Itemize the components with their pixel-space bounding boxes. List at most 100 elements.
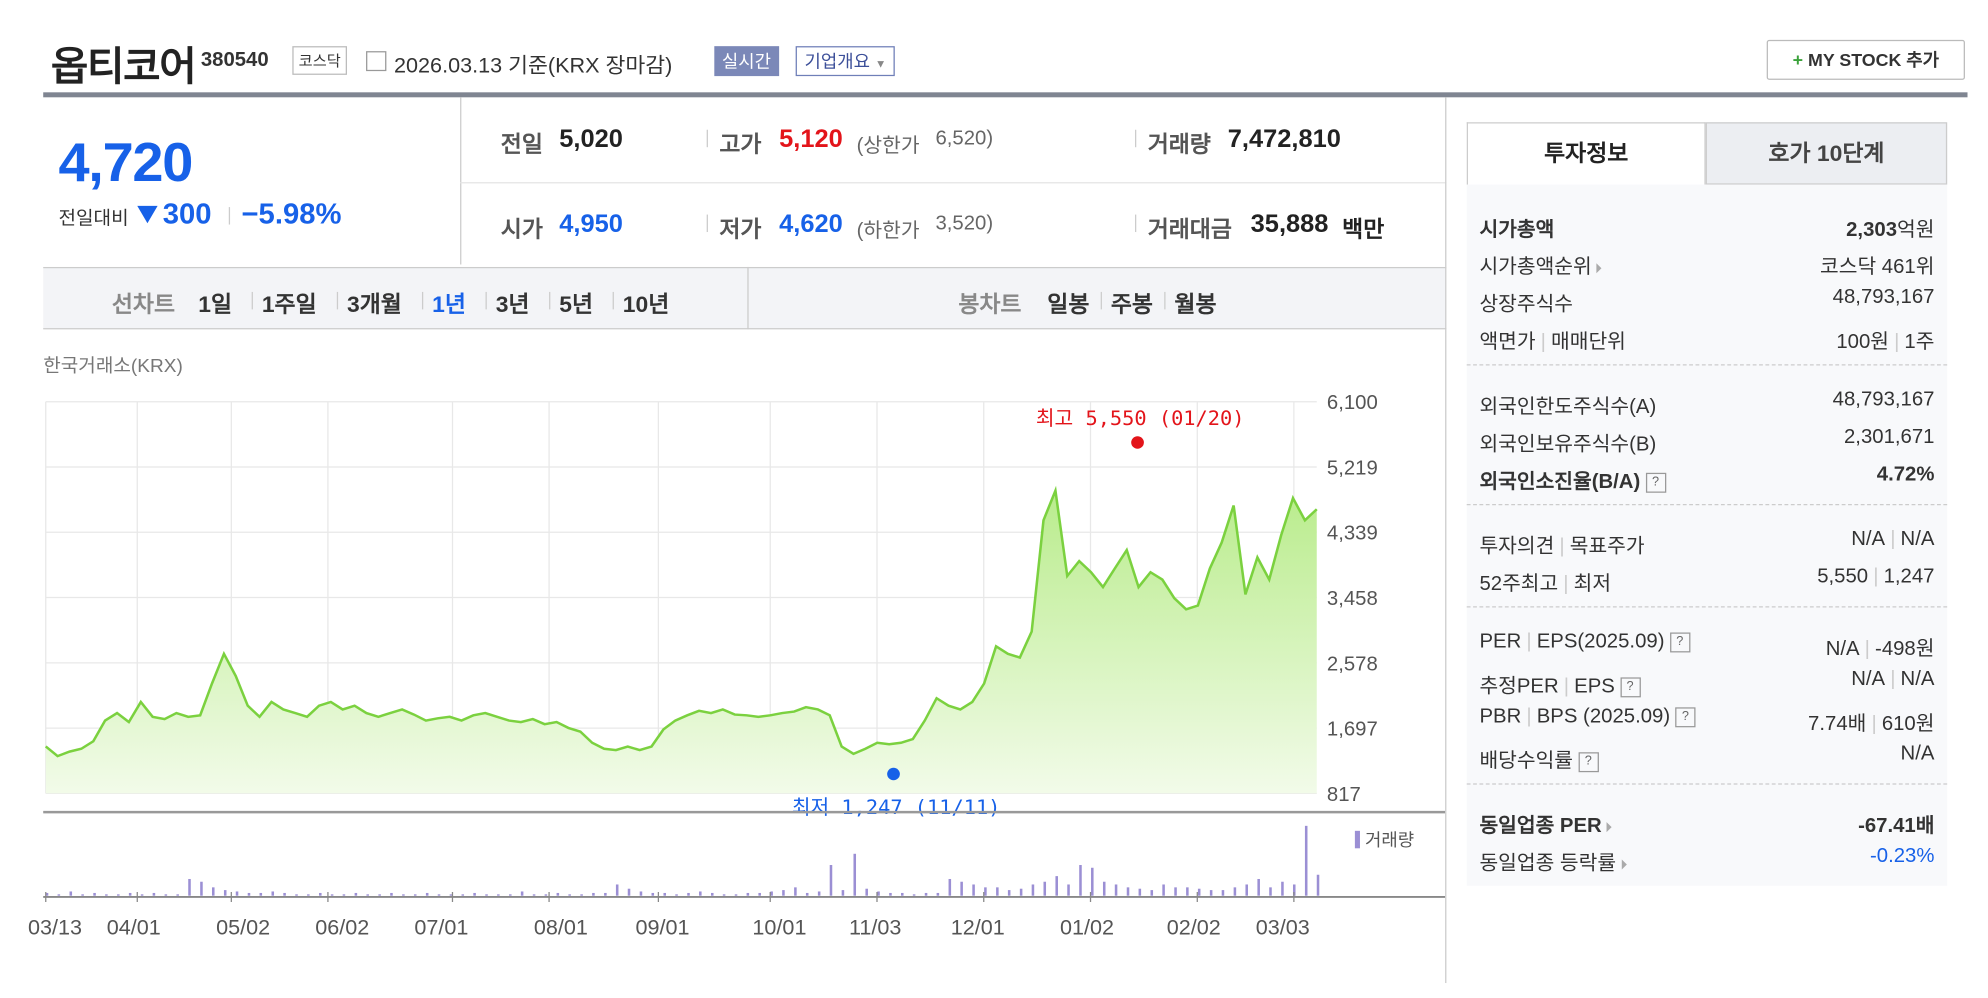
company-overview-dropdown[interactable]: 기업개요 ▼ bbox=[795, 46, 896, 77]
help-icon[interactable]: ? bbox=[1645, 472, 1666, 493]
volume-bar bbox=[699, 891, 702, 896]
market-cap-rank-value: 코스닥 461위 bbox=[1820, 256, 1935, 279]
help-icon[interactable]: ? bbox=[1675, 707, 1696, 728]
invest-panel-body bbox=[1466, 184, 1948, 886]
calendar-icon bbox=[366, 51, 387, 72]
foreign-hold-label: 외국인보유주식수(B) bbox=[1479, 434, 1657, 456]
plus-icon: + bbox=[1792, 49, 1804, 70]
tab-hoga-10[interactable]: 호가 10단계 bbox=[1705, 122, 1948, 185]
volume-bar bbox=[81, 894, 84, 896]
est-eps-label: EPS bbox=[1574, 676, 1615, 698]
volume-bar bbox=[235, 891, 239, 896]
tab-period-6[interactable]: 10년 bbox=[622, 291, 670, 317]
opinion-label: 투자의견 bbox=[1479, 536, 1555, 558]
chart-tab-bar bbox=[43, 266, 1447, 330]
volume-bar bbox=[1055, 876, 1058, 896]
help-icon[interactable]: ? bbox=[1669, 632, 1690, 653]
volume-bar bbox=[1126, 887, 1130, 896]
volume-bar bbox=[853, 853, 857, 896]
volume-bar bbox=[580, 894, 583, 896]
volume-bar bbox=[639, 891, 643, 896]
change-percent: −5.98% bbox=[241, 197, 342, 230]
volume-bar bbox=[307, 894, 310, 896]
volume-bar bbox=[924, 892, 928, 896]
add-mystock-button[interactable]: + MY STOCK 추가 bbox=[1766, 39, 1965, 80]
volume-bar bbox=[1197, 888, 1201, 896]
y-tick-label: 6,100 bbox=[1327, 392, 1378, 414]
volume-bar bbox=[449, 894, 453, 896]
add-mystock-label: MY STOCK 추가 bbox=[1808, 49, 1939, 70]
tab-candle-1[interactable]: 주봉 bbox=[1110, 291, 1153, 317]
w52-value: 5,550 | 1,247 bbox=[1817, 566, 1935, 588]
foreign-ratio-value: 4.72% bbox=[1876, 464, 1935, 486]
price-line bbox=[44, 485, 1318, 758]
eps-label: EPS(2025.09) bbox=[1536, 631, 1665, 653]
volume-bar bbox=[960, 881, 963, 896]
divider bbox=[706, 129, 708, 148]
tab-period-1[interactable]: 1주일 bbox=[261, 291, 317, 317]
foreign-limit-value: 48,793,167 bbox=[1832, 389, 1935, 411]
volume-bar bbox=[117, 894, 120, 896]
est-per-eps-value: N/A | N/A bbox=[1851, 668, 1935, 690]
divider bbox=[485, 291, 487, 310]
volume-bar bbox=[604, 892, 607, 896]
pbr-bps-value: 7.74배 | 610원 bbox=[1808, 713, 1935, 735]
volume-bar bbox=[57, 894, 61, 896]
tab-candle-0[interactable]: 일봉 bbox=[1047, 291, 1090, 317]
line-chart-label: 선차트 bbox=[111, 291, 176, 317]
tab-period-2[interactable]: 3개월 bbox=[346, 291, 402, 317]
volume-bar bbox=[948, 878, 952, 896]
x-tick-label: 11/03 bbox=[849, 916, 901, 940]
volume-bar bbox=[1007, 890, 1011, 896]
volume-bar bbox=[212, 887, 215, 896]
dividend-value: N/A bbox=[1900, 743, 1935, 765]
tab-period-3[interactable]: 1년 bbox=[432, 291, 466, 317]
market-cap-value: 2,303억원 bbox=[1846, 219, 1935, 241]
volume-bar bbox=[1031, 884, 1035, 896]
price-area bbox=[45, 490, 1317, 794]
volume-bar bbox=[1281, 881, 1284, 896]
divider bbox=[251, 291, 253, 310]
tab-candle-2[interactable]: 월봉 bbox=[1174, 291, 1217, 317]
volume-value: 7,472,810 bbox=[1227, 125, 1341, 154]
industry-per-label[interactable]: 동일업종 PER bbox=[1479, 815, 1602, 838]
price-chart: 6,100 5,219 4,339 3,458 2,578 1,697 817 최고 5,55… bbox=[28, 392, 1446, 940]
volume-bar bbox=[889, 892, 892, 896]
live-button[interactable]: 실시간 bbox=[714, 46, 779, 77]
max-label: 최고 5,550 (01/20) bbox=[1036, 406, 1245, 430]
tab-period-5[interactable]: 5년 bbox=[559, 291, 594, 317]
min-marker bbox=[887, 767, 900, 781]
lower-limit-label: (하한가 bbox=[856, 220, 920, 243]
volume-bar bbox=[1150, 890, 1154, 896]
pbr-label: PBR bbox=[1479, 706, 1522, 728]
help-icon[interactable]: ? bbox=[1578, 751, 1599, 772]
foreign-hold-value: 2,301,671 bbox=[1843, 426, 1935, 448]
divider bbox=[1466, 364, 1948, 366]
tab-period-4[interactable]: 3년 bbox=[495, 291, 530, 317]
volume-bar bbox=[509, 894, 512, 896]
volume-bar bbox=[687, 892, 690, 896]
tab-invest-info[interactable]: 투자정보 bbox=[1466, 122, 1706, 185]
volume-bar bbox=[1257, 878, 1260, 896]
down-triangle-icon bbox=[137, 205, 158, 224]
face-label: 액면가 bbox=[1479, 331, 1536, 354]
summary-divider bbox=[460, 182, 1447, 184]
volume-bar bbox=[93, 892, 96, 896]
volume-bar bbox=[615, 884, 619, 896]
unit-label: 매매단위 bbox=[1551, 331, 1626, 354]
volume-bar bbox=[69, 891, 73, 896]
volume-bar bbox=[651, 892, 655, 896]
dividend-label: 배당수익률 bbox=[1479, 750, 1574, 773]
divider bbox=[1164, 291, 1166, 310]
market-badge: 코스닥 bbox=[292, 46, 348, 75]
help-icon[interactable]: ? bbox=[1619, 677, 1641, 698]
industry-rate-label[interactable]: 동일업종 등락률 bbox=[1479, 853, 1617, 875]
y-tick-label: 3,458 bbox=[1327, 588, 1378, 610]
market-cap-rank-label[interactable]: 시가총액순위 bbox=[1479, 256, 1592, 279]
volume-bar bbox=[461, 894, 465, 896]
volume-bar bbox=[164, 894, 168, 896]
divider bbox=[336, 291, 339, 310]
volume-bar bbox=[366, 894, 369, 896]
volume-bar bbox=[271, 891, 275, 896]
tab-period-0[interactable]: 1일 bbox=[198, 291, 233, 317]
